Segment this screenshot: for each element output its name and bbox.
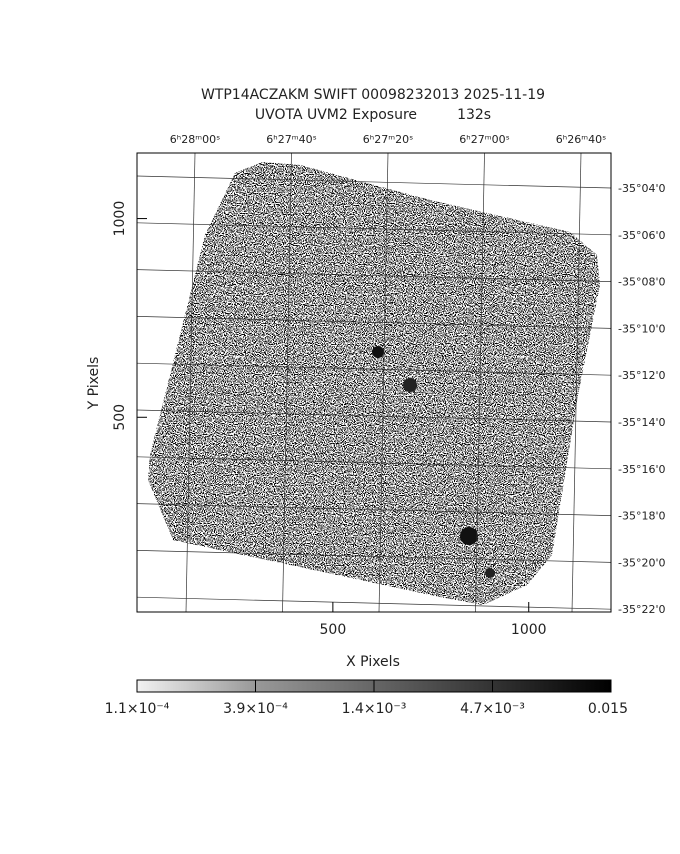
ra-grid-line: [571, 152, 582, 613]
dec-grid-line: [136, 409, 612, 423]
x-tick-label: 500: [320, 622, 347, 638]
chart-subtitle: UVOTA UVM2 Exposure 132s: [255, 107, 491, 123]
colorbar-label: 4.7×10⁻³: [460, 701, 525, 717]
dec-label: -35°22'0: [618, 603, 666, 616]
dec-grid-line: [136, 316, 612, 329]
dec-label: -35°04'0: [618, 182, 666, 195]
dec-label: -35°10'0: [618, 322, 666, 335]
dec-label: -35°20'0: [618, 556, 666, 569]
colorbar-label: 1.4×10⁻³: [342, 701, 407, 717]
dec-grid-line: [136, 456, 612, 470]
dec-grid-line: [136, 362, 612, 376]
ra-grid-line: [282, 152, 292, 613]
x-tick-label: 1000: [511, 622, 547, 638]
colorbar-label: 0.015: [588, 701, 628, 717]
dec-grid-line: [136, 550, 612, 563]
y-axis-label: Y Pixels: [86, 357, 102, 411]
ra-grid-line: [185, 152, 196, 613]
ra-label: 6ʰ28ᵐ00ˢ: [170, 133, 220, 146]
dec-label: -35°18'0: [618, 510, 666, 523]
dec-label: -35°16'0: [618, 463, 666, 476]
dec-label: -35°06'0: [618, 229, 666, 242]
y-tick-label: 500: [112, 404, 128, 431]
dec-grid-line: [136, 269, 612, 282]
dec-label: -35°14'0: [618, 416, 666, 429]
colorbar-label: 3.9×10⁻⁴: [223, 701, 288, 717]
chart-title: WTP14ACZAKM SWIFT 00098232013 2025-11-19: [201, 87, 545, 103]
plot-frame: [136, 152, 612, 613]
ra-grid-line: [475, 152, 485, 613]
ra-label: 6ʰ27ᵐ40ˢ: [266, 133, 316, 146]
ra-grid-line: [378, 152, 389, 613]
dec-grid-line: [136, 222, 612, 236]
y-tick-label: 1000: [112, 201, 128, 237]
colorbar-label: 1.1×10⁻⁴: [105, 701, 170, 717]
dec-label: -35°12'0: [618, 369, 666, 382]
x-axis-label: X Pixels: [346, 654, 400, 670]
ra-label: 6ʰ26ᵐ40ˢ: [556, 133, 606, 146]
ra-label: 6ʰ27ᵐ20ˢ: [363, 133, 413, 146]
dec-grid-line: [136, 596, 612, 610]
exposure-image: [148, 162, 600, 605]
dec-label: -35°08'0: [618, 276, 666, 289]
ra-label: 6ʰ27ᵐ00ˢ: [459, 133, 509, 146]
dec-grid-line: [136, 503, 612, 516]
dec-grid-line: [136, 175, 612, 189]
coordinate-grid: [136, 152, 612, 613]
